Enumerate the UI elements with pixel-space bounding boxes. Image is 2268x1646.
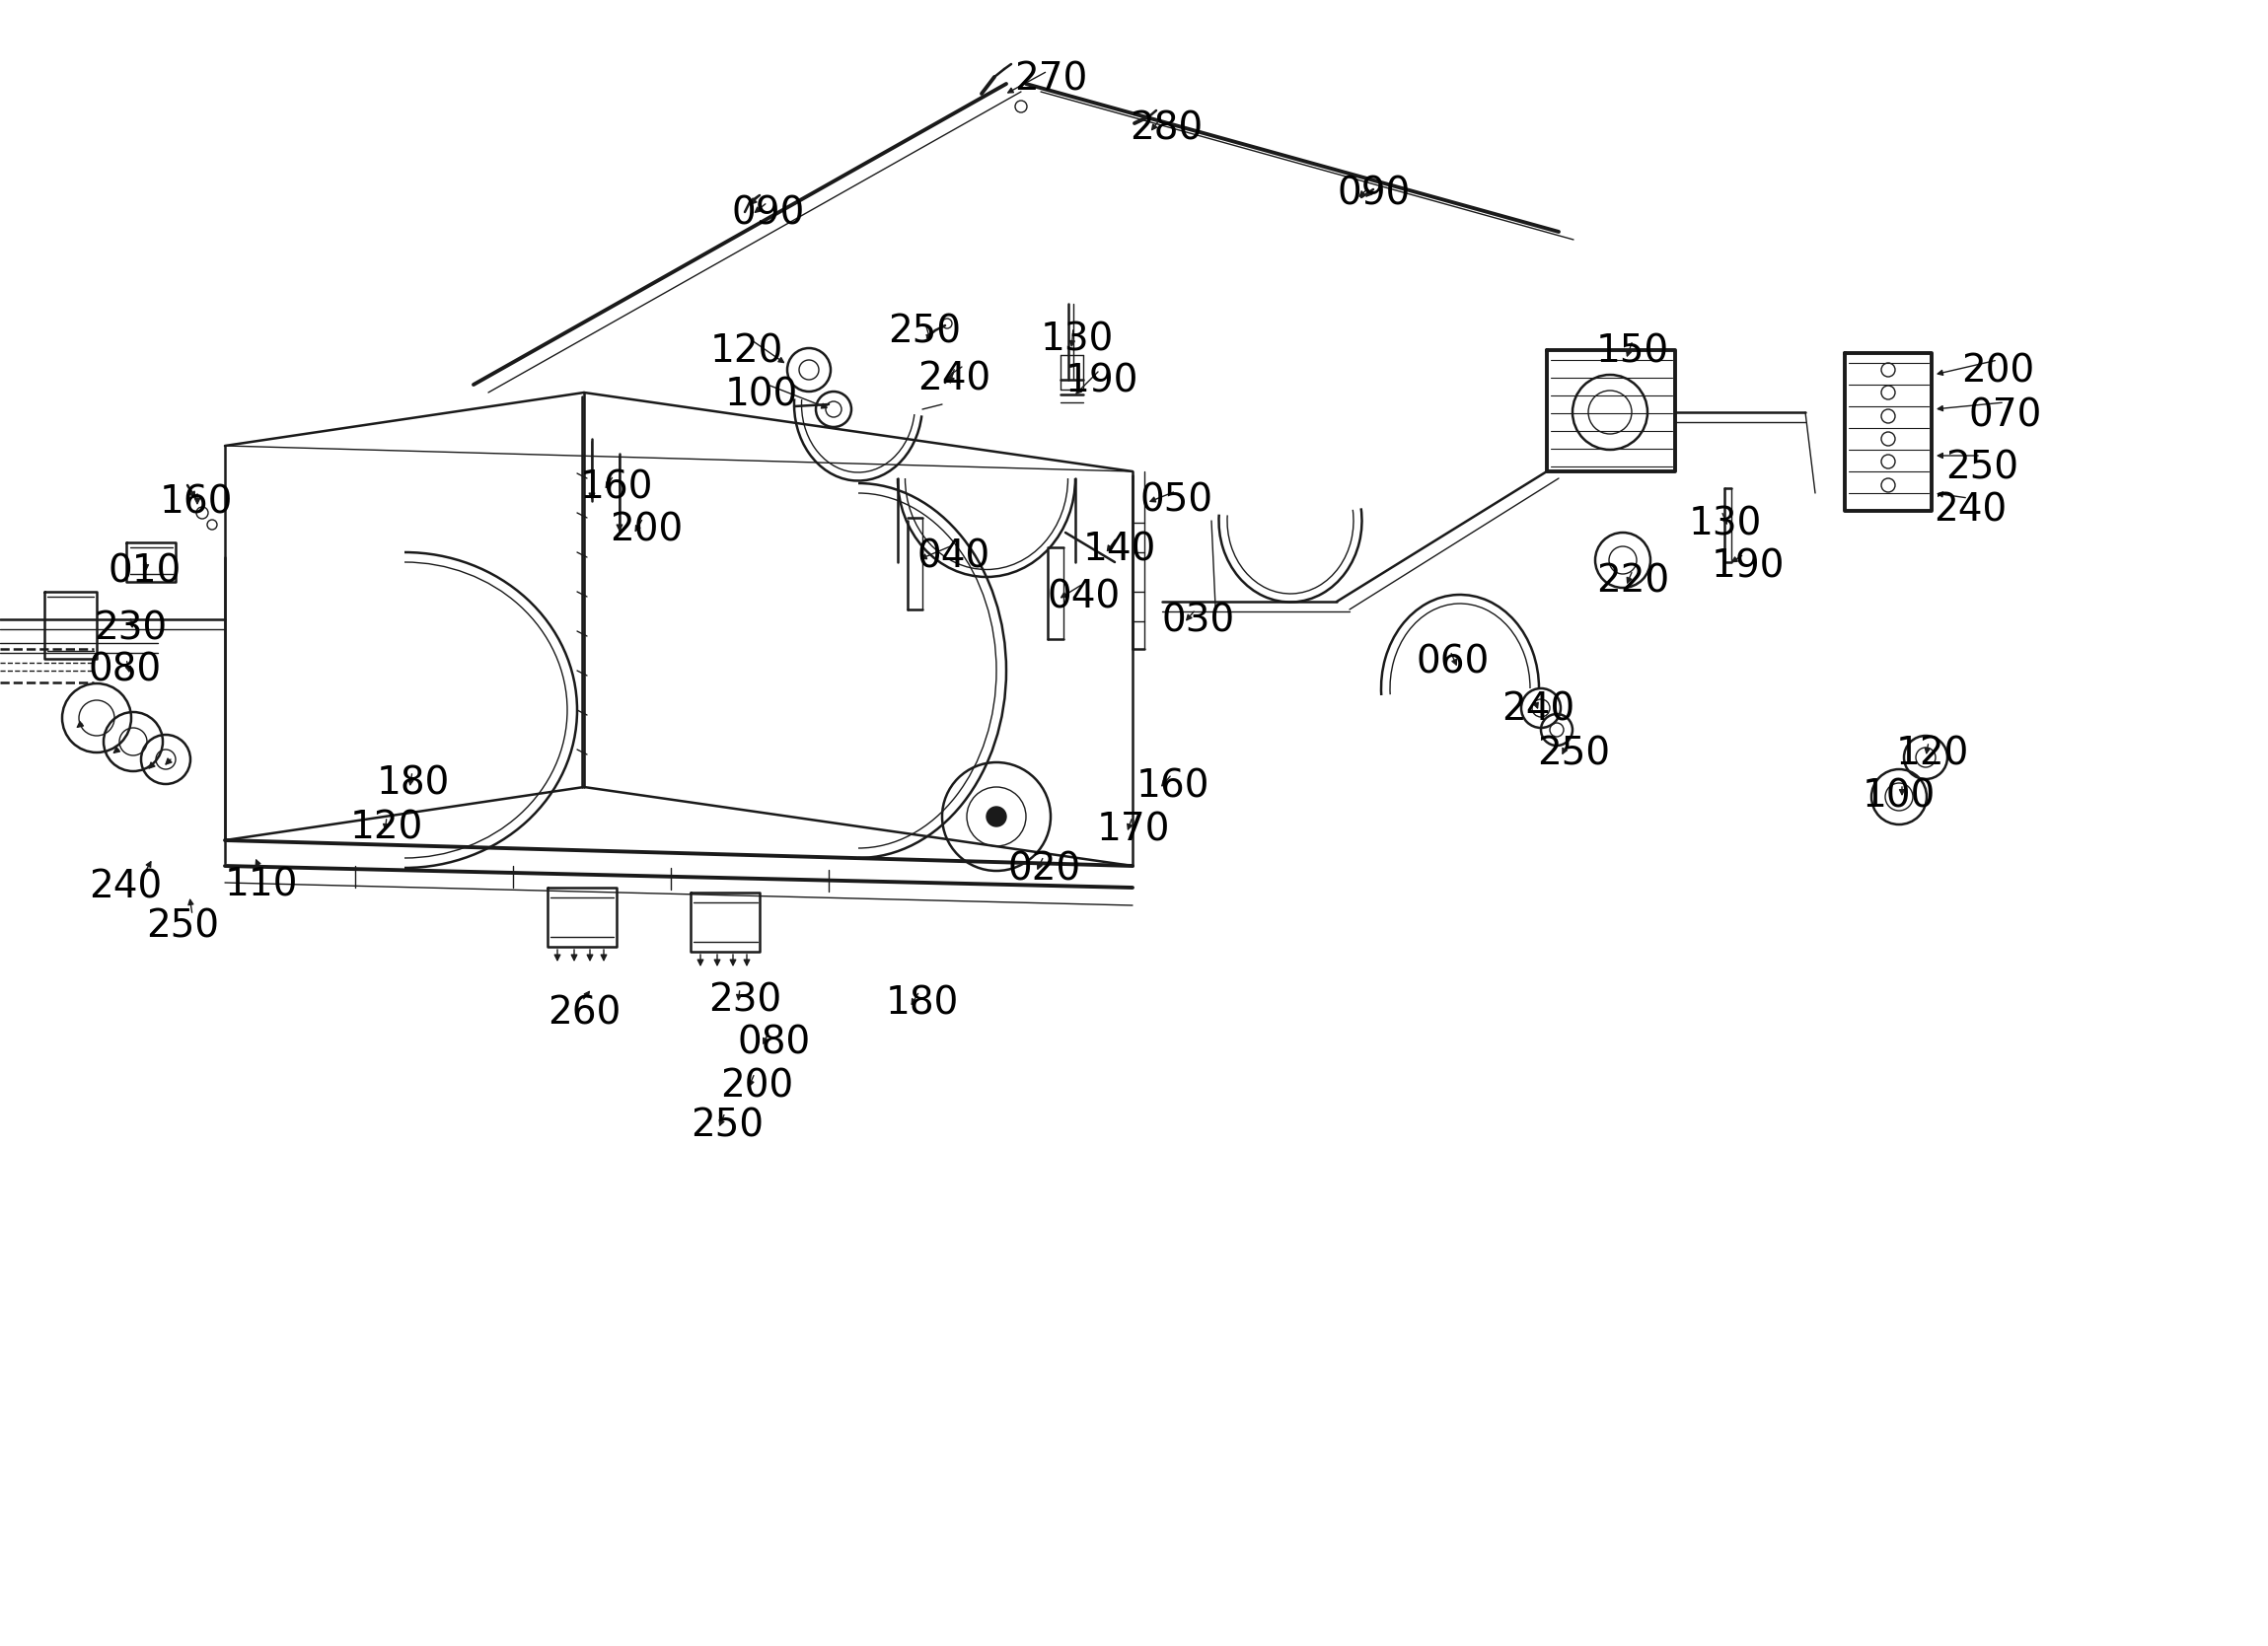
Text: 090: 090 (733, 196, 805, 232)
Text: 060: 060 (1415, 644, 1490, 680)
Text: 180: 180 (376, 764, 451, 802)
Text: 170: 170 (1098, 811, 1170, 848)
Text: 230: 230 (93, 609, 168, 647)
Text: 100: 100 (1862, 777, 1937, 815)
Text: 200: 200 (721, 1067, 794, 1104)
Text: 130: 130 (1041, 321, 1114, 357)
Text: 220: 220 (1597, 563, 1669, 599)
Text: 250: 250 (145, 907, 220, 945)
Text: 240: 240 (1501, 690, 1574, 728)
Text: 040: 040 (919, 538, 991, 574)
Text: 090: 090 (1336, 176, 1411, 212)
Text: 120: 120 (1896, 734, 1969, 772)
Text: 080: 080 (88, 650, 161, 688)
Text: 250: 250 (689, 1106, 764, 1144)
Circle shape (987, 807, 1007, 826)
Text: 250: 250 (1946, 449, 2019, 486)
Text: 250: 250 (887, 314, 962, 351)
Text: 050: 050 (1139, 481, 1213, 518)
Text: 280: 280 (1129, 110, 1202, 148)
Text: 150: 150 (1597, 334, 1669, 370)
Text: 230: 230 (708, 981, 782, 1019)
Text: 180: 180 (887, 984, 959, 1022)
Text: 240: 240 (88, 867, 161, 905)
Text: 070: 070 (1969, 397, 2041, 435)
Text: 270: 270 (1014, 61, 1089, 99)
Text: 080: 080 (737, 1024, 812, 1062)
Text: 160: 160 (159, 484, 234, 520)
Text: 110: 110 (225, 866, 299, 904)
Text: 200: 200 (610, 510, 683, 548)
Text: 160: 160 (1136, 767, 1209, 805)
Text: 120: 120 (710, 334, 785, 370)
Text: 240: 240 (1935, 491, 2007, 528)
Text: 160: 160 (581, 469, 653, 505)
Text: 010: 010 (109, 553, 181, 589)
Text: 260: 260 (547, 994, 621, 1032)
Text: 020: 020 (1009, 849, 1082, 887)
Text: 130: 130 (1690, 505, 1762, 543)
Text: 190: 190 (1712, 548, 1785, 584)
Text: 040: 040 (1048, 578, 1120, 616)
Text: 140: 140 (1084, 530, 1157, 568)
Text: 240: 240 (919, 360, 991, 397)
Text: 120: 120 (349, 808, 424, 846)
Text: 250: 250 (1538, 734, 1610, 772)
Text: 100: 100 (726, 377, 798, 415)
Text: 190: 190 (1066, 362, 1139, 400)
Text: 200: 200 (1962, 352, 2034, 390)
Text: 030: 030 (1161, 601, 1236, 639)
